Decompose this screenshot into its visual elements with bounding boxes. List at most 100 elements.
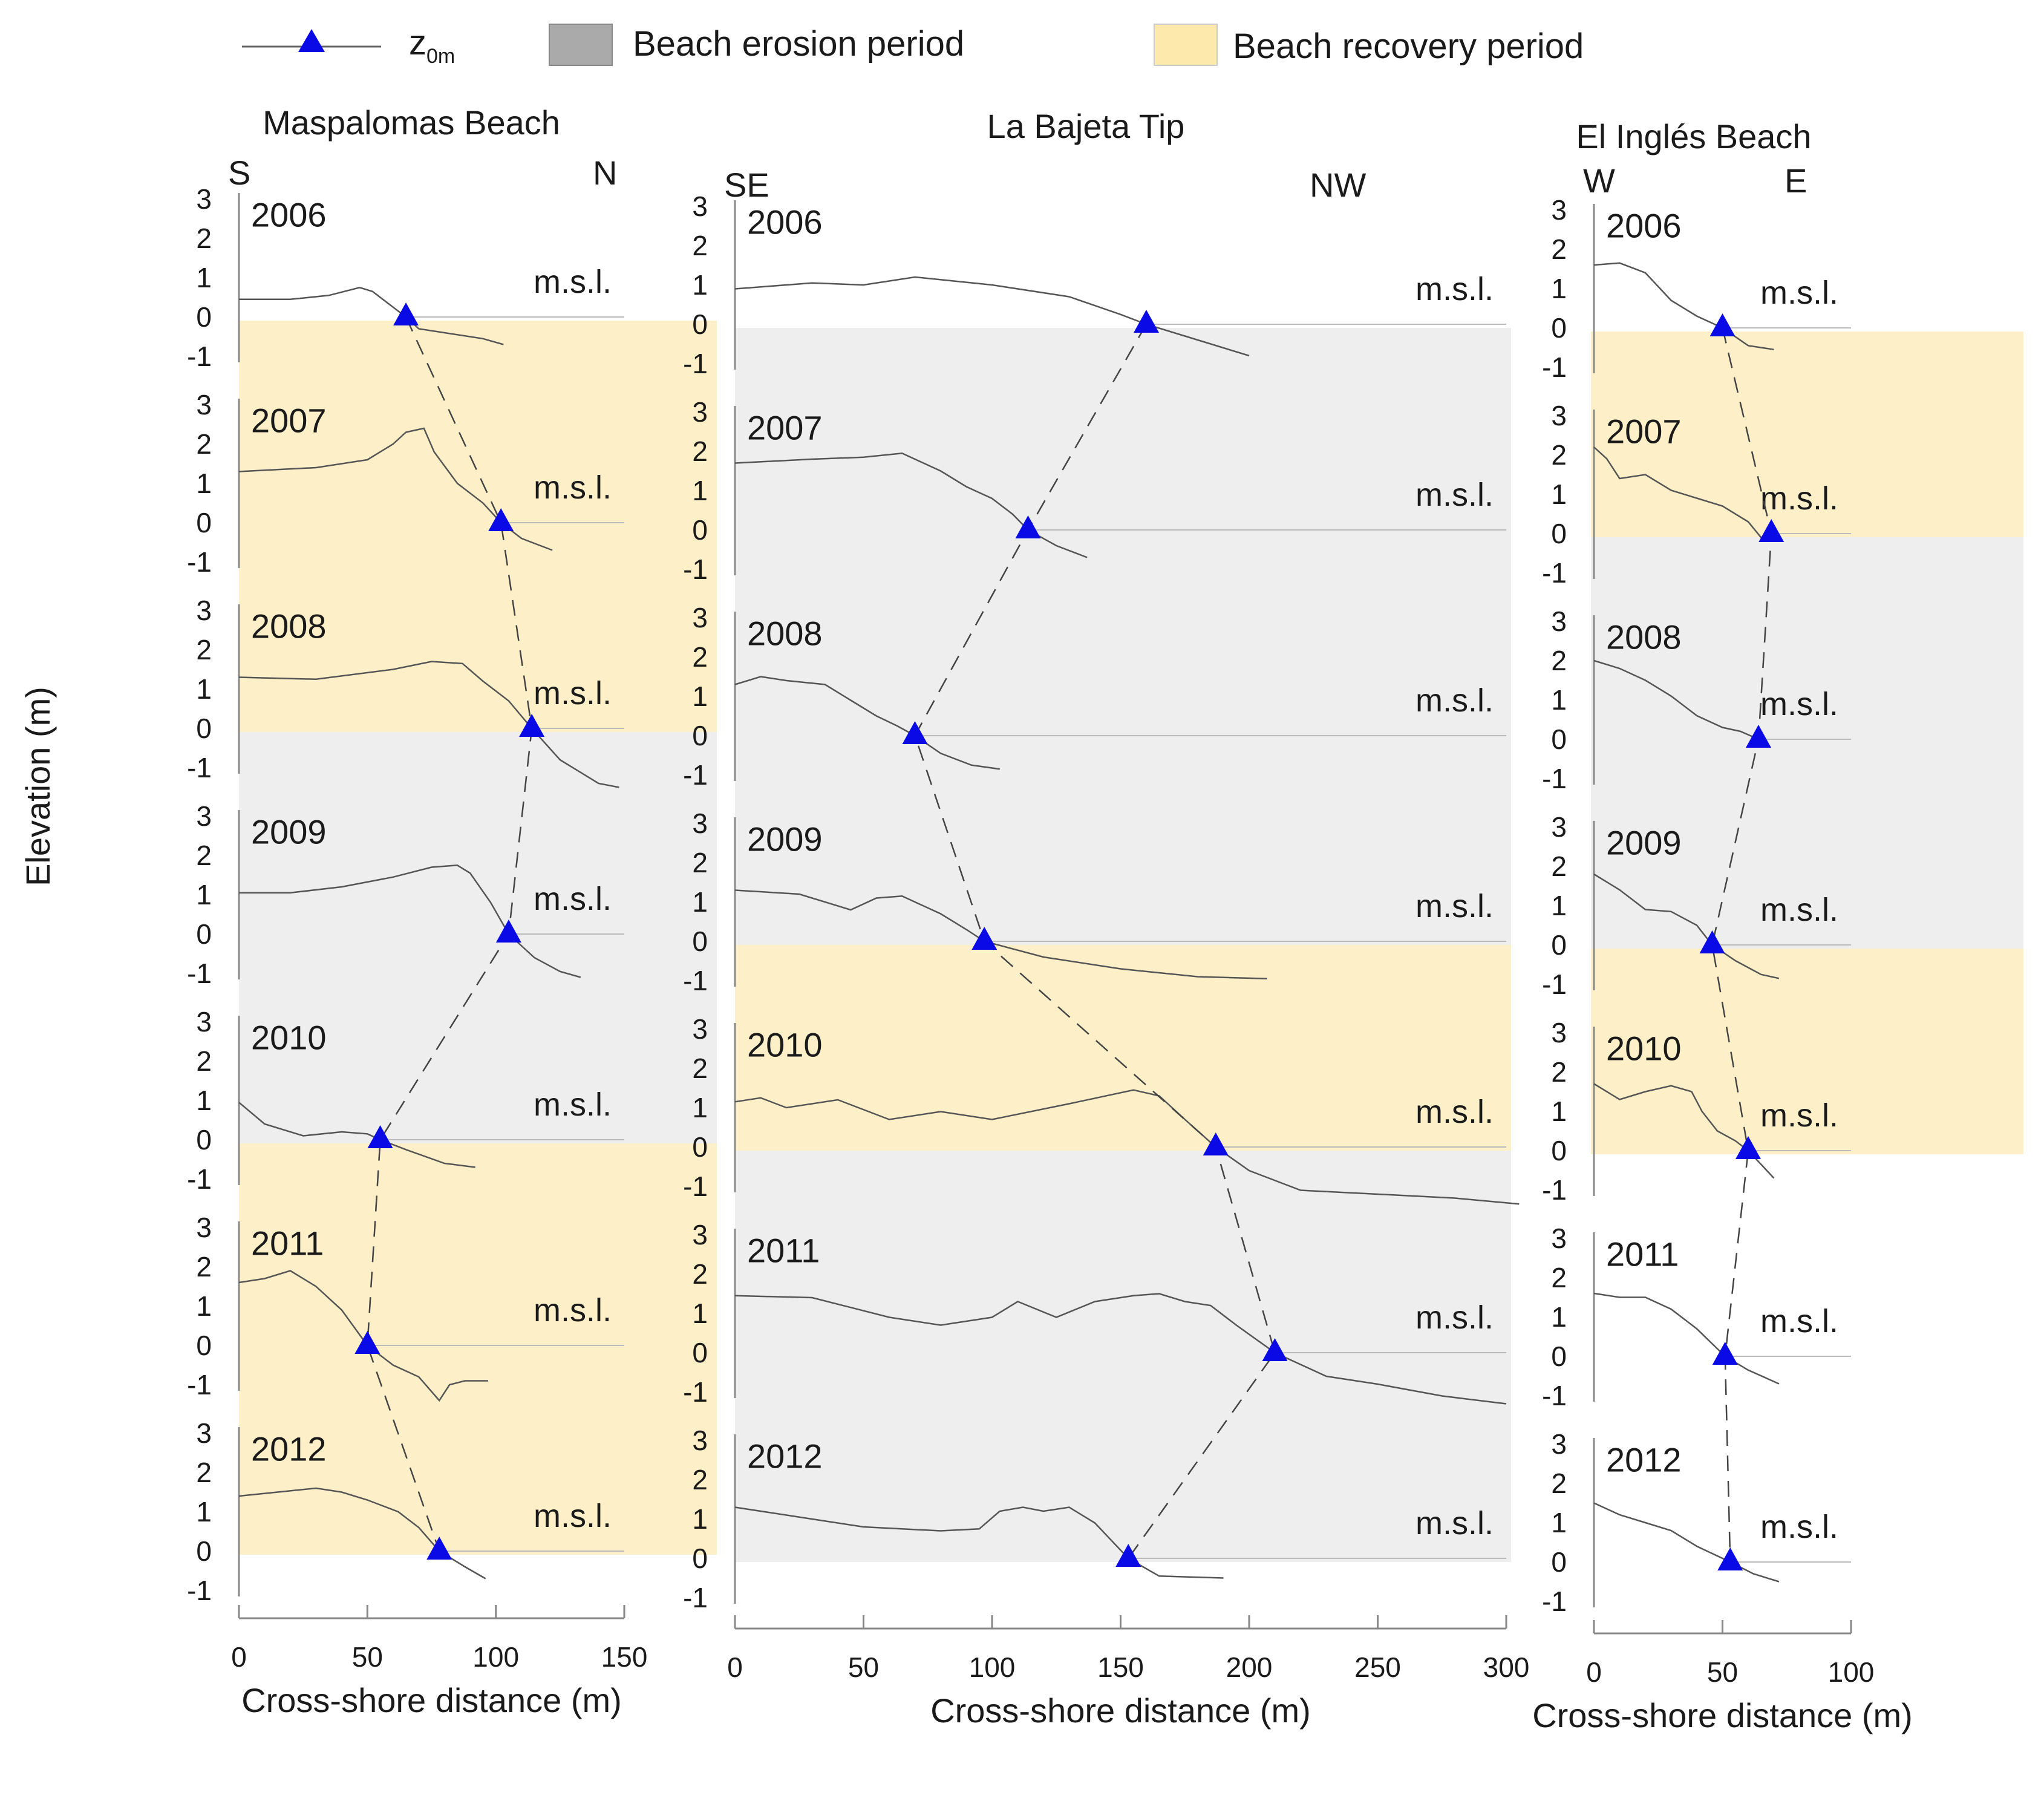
year-label: 2010 (251, 1019, 327, 1057)
y-tick-label: 0 (692, 514, 708, 546)
period-band-erosion (1591, 743, 2023, 949)
direction-right: NW (1310, 166, 1366, 204)
y-tick-label: -1 (683, 1376, 708, 1408)
y-tick-label: 0 (1551, 929, 1567, 961)
y-tick-label: -1 (187, 546, 212, 578)
y-tick-label: 2 (692, 1464, 708, 1495)
y-tick-label: 3 (196, 1006, 212, 1037)
y-tick-label: -1 (1542, 1174, 1567, 1206)
y-tick-label: 0 (692, 309, 708, 340)
msl-label: m.s.l. (1415, 682, 1494, 719)
msl-label: m.s.l. (1415, 271, 1494, 307)
y-tick-label: 3 (692, 1219, 708, 1250)
period-band-erosion (735, 739, 1511, 945)
year-label: 2010 (1606, 1030, 1682, 1068)
period-band-recovery (1591, 332, 2023, 537)
legend-recovery-label: Beach recovery period (1233, 27, 1584, 66)
period-shading-layer (239, 321, 2023, 1562)
msl-label: m.s.l. (534, 1086, 612, 1123)
y-tick-label: 0 (692, 1543, 708, 1574)
year-label: 2009 (251, 813, 327, 851)
msl-label: m.s.l. (1415, 477, 1494, 513)
z0m-marker-2008 (519, 714, 545, 737)
profile-line-2011 (1593, 1292, 1780, 1385)
axes-layer: Maspalomas Beach S N 3 2 1 0 -1 m.s.l. 2006 3 2 1 0 -1… (187, 103, 1913, 1734)
x-tick-label: 250 (1354, 1652, 1401, 1683)
y-tick-label: 2 (1551, 851, 1567, 882)
period-band-recovery (239, 526, 717, 732)
legend-erosion-swatch (549, 24, 613, 66)
z0m-marker-2010 (1735, 1136, 1761, 1159)
y-tick-label: 2 (196, 1457, 212, 1488)
year-label: 2012 (1606, 1441, 1682, 1479)
z0m-marker-2007 (1015, 515, 1041, 538)
year-label: 2006 (1606, 207, 1682, 245)
y-tick-label: 1 (692, 681, 708, 712)
y-tick-label: 2 (1551, 1468, 1567, 1499)
y-tick-label: 2 (1551, 1262, 1567, 1293)
y-tick-label: 1 (196, 468, 212, 499)
y-tick-label: 2 (196, 840, 212, 871)
y-tick-label: -1 (683, 965, 708, 996)
profile-line-2006 (239, 287, 504, 345)
y-tick-label: 3 (196, 389, 212, 420)
y-tick-label: 1 (692, 475, 708, 506)
y-tick-label: 1 (1551, 890, 1567, 921)
year-label: 2006 (251, 196, 327, 234)
y-tick-label: -1 (1542, 969, 1567, 1000)
x-tick-label: 300 (1483, 1652, 1530, 1683)
panel-title: La Bajeta Tip (987, 107, 1185, 145)
y-tick-label: 2 (196, 428, 212, 460)
y-tick-label: 1 (692, 269, 708, 301)
period-band-recovery (1591, 949, 2023, 1154)
y-tick-label: 2 (692, 436, 708, 467)
z0m-marker-2007 (1758, 519, 1784, 542)
y-tick-label: -1 (187, 341, 212, 372)
msl-label: m.s.l. (1415, 888, 1494, 924)
profile-line-2009 (734, 889, 1267, 980)
profile-line-2009 (1593, 873, 1780, 979)
profile-line-2006 (734, 276, 1250, 357)
period-band-recovery (735, 945, 1511, 1151)
y-tick-label: 2 (1551, 645, 1567, 676)
y-tick-label: -1 (1542, 351, 1567, 383)
x-tick-label: 200 (1226, 1652, 1273, 1683)
y-tick-label: 2 (692, 1258, 708, 1290)
period-band-erosion (735, 328, 1511, 534)
period-band-erosion (735, 534, 1511, 739)
z0m-marker-2009 (971, 927, 998, 950)
z0m-marker-2011 (1712, 1342, 1738, 1365)
profile-line-2008 (1593, 659, 1759, 740)
profile-line-2007 (1593, 446, 1772, 538)
y-tick-label: -1 (683, 348, 708, 379)
y-tick-label: 1 (1551, 1507, 1567, 1538)
profile-line-2010 (734, 1089, 1520, 1205)
period-band-erosion (735, 1356, 1511, 1562)
z0m-marker-2006 (1709, 313, 1735, 336)
y-tick-label: 1 (692, 1298, 708, 1329)
profile-line-2008 (734, 676, 1000, 770)
y-tick-label: -1 (187, 1163, 212, 1195)
y-tick-label: 2 (1551, 1056, 1567, 1088)
y-tick-label: 3 (692, 1013, 708, 1045)
y-tick-label: 2 (1551, 234, 1567, 265)
x-tick-label: 100 (969, 1652, 1016, 1683)
y-tick-label: 1 (196, 1085, 212, 1116)
y-tick-label: 1 (196, 262, 212, 293)
y-tick-label: 3 (692, 602, 708, 633)
y-tick-label: 1 (196, 1496, 212, 1528)
y-tick-label: 0 (1551, 724, 1567, 755)
y-tick-label: -1 (187, 752, 212, 783)
y-tick-label: 3 (692, 191, 708, 222)
y-tick-label: -1 (1542, 763, 1567, 794)
profile-line-2006 (1593, 262, 1774, 351)
y-tick-label: 1 (1551, 273, 1567, 304)
z0m-marker-2009 (495, 920, 521, 943)
y-tick-label: -1 (683, 1582, 708, 1613)
legend-recovery-swatch (1154, 24, 1218, 66)
msl-label: m.s.l. (1760, 1509, 1838, 1545)
y-tick-label: 0 (196, 1535, 212, 1567)
x-tick-label: 150 (1097, 1652, 1144, 1683)
y-tick-label: 0 (1551, 518, 1567, 549)
